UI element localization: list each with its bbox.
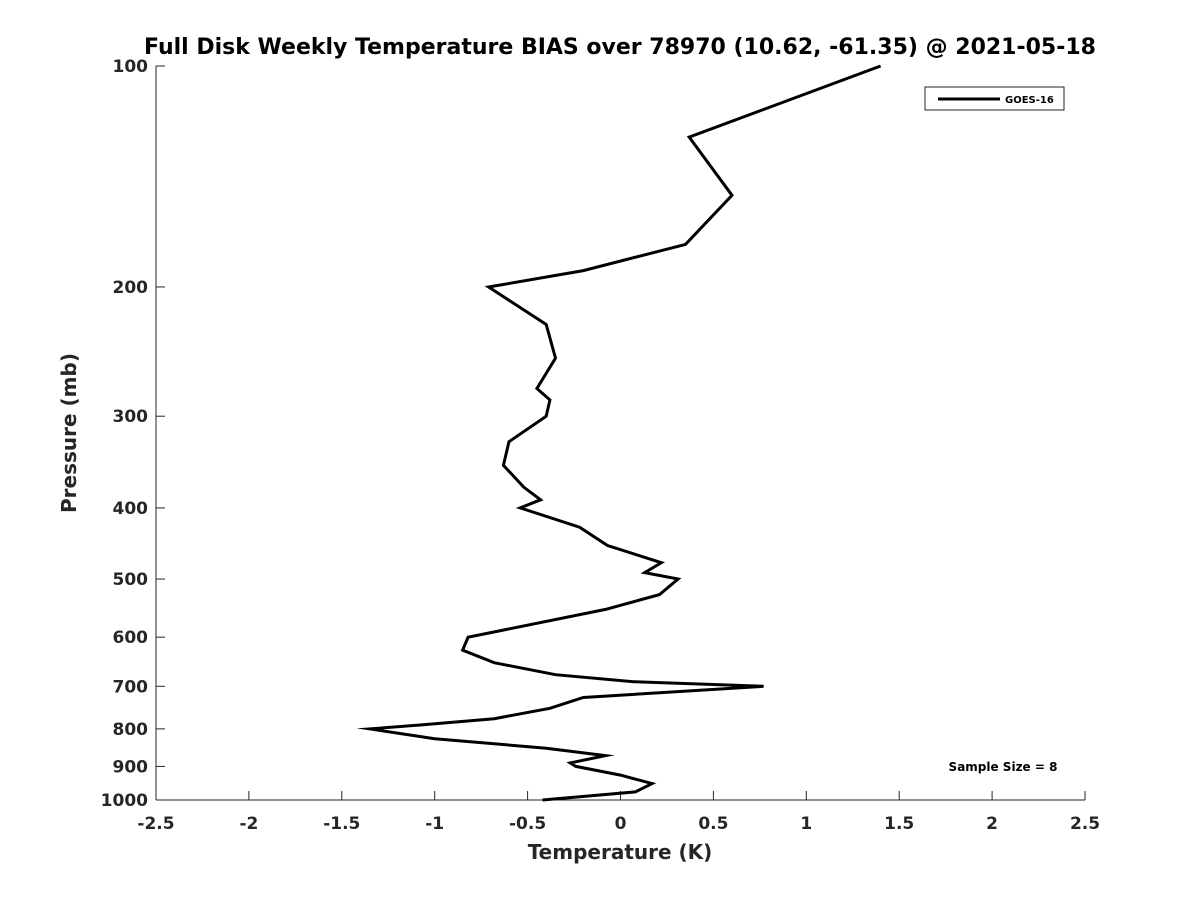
sample-size-annotation: Sample Size = 8 (949, 760, 1058, 774)
y-tick-label: 200 (113, 278, 149, 298)
x-axis-ticks: -2.5 -2 -1.5 -1 -0.5 0 0.5 1 1.5 2 2.5 (137, 791, 1100, 834)
x-tick-label: 1.5 (884, 814, 914, 834)
x-tick-label: 0.5 (698, 814, 728, 834)
x-tick-label: 2.5 (1070, 814, 1100, 834)
legend-entry-goes-16: GOES-16 (1005, 95, 1054, 106)
y-tick-label: 600 (113, 628, 149, 648)
y-tick-label: 100 (113, 57, 149, 77)
y-axis-ticks: 100 200 300 400 500 600 700 800 900 1000 (101, 57, 165, 811)
x-tick-label: -2 (239, 814, 258, 834)
x-tick-label: -0.5 (509, 814, 546, 834)
y-tick-label: 1000 (101, 791, 148, 811)
y-tick-label: 400 (113, 499, 149, 519)
x-tick-label: 2 (986, 814, 998, 834)
x-tick-label: 0 (615, 814, 627, 834)
y-tick-label: 800 (113, 720, 149, 740)
x-tick-label: 1 (800, 814, 812, 834)
x-tick-label: -2.5 (137, 814, 174, 834)
x-tick-label: -1 (425, 814, 444, 834)
y-tick-label: 500 (113, 570, 149, 590)
y-tick-label: 300 (113, 407, 149, 427)
y-tick-label: 900 (113, 757, 149, 777)
series-line-goes-16 (356, 64, 882, 802)
series-layer (356, 64, 882, 802)
x-axis-label: Temperature (K) (528, 840, 713, 864)
axes (155, 66, 1085, 801)
legend: GOES-16 (924, 86, 1065, 111)
x-tick-label: -1.5 (323, 814, 360, 834)
y-axis-label: Pressure (mb) (57, 353, 81, 513)
chart-title: Full Disk Weekly Temperature BIAS over 7… (144, 35, 1096, 60)
y-tick-label: 700 (113, 677, 149, 697)
